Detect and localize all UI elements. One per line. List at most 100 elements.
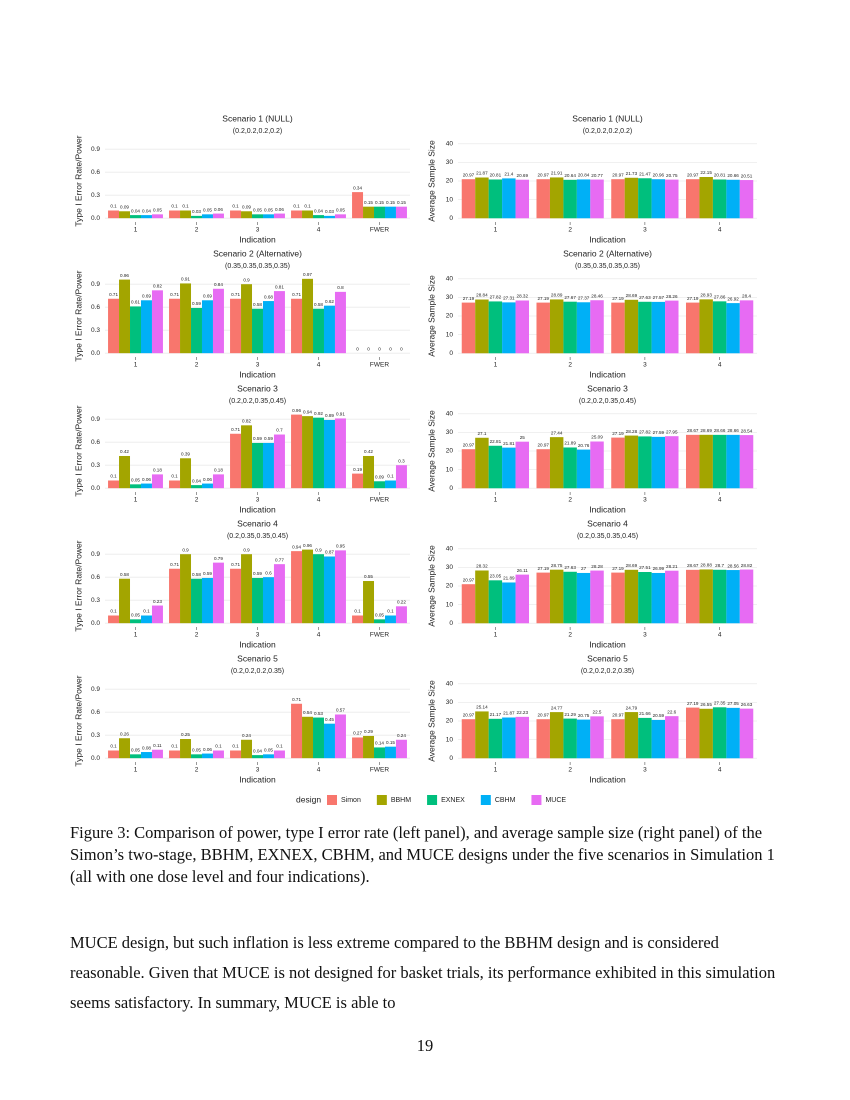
value-label: 0.92 [314,411,323,416]
value-label: 0 [378,346,381,351]
legend-key [531,795,542,805]
value-label: 0.03 [192,209,201,214]
value-label: 20.51 [741,173,753,178]
value-label: 0 [389,346,392,351]
value-label: 0.1 [232,204,239,209]
bar [180,458,192,489]
bar [502,178,516,219]
bar [241,211,253,219]
value-label: 0.18 [214,468,223,473]
chart-subtitle: (0.35,0.35,0.35,0.35) [575,263,640,270]
bar [191,485,202,489]
value-label: 26.92 [727,296,739,301]
bar [384,480,396,489]
x-tick-label: 2 [195,362,199,369]
value-label: 0.61 [131,300,140,305]
bar [685,434,700,489]
x-tick-label: 4 [718,227,722,234]
legend-key [327,795,337,805]
bar [302,210,314,219]
bar [212,474,224,489]
bar [461,179,476,219]
value-label: 21.89 [564,441,576,446]
chart-title: Scenario 3 [237,383,278,393]
value-label: 27.82 [639,430,651,435]
value-label: 0.68 [264,294,273,299]
bar [549,177,564,219]
bar [230,750,242,759]
value-label: 27.63 [564,565,576,570]
bar [374,206,385,219]
value-label: 0.94 [292,544,301,549]
bar [291,551,303,624]
bar [201,300,213,354]
value-label: 0.09 [242,204,251,209]
bar [611,437,625,489]
bar [140,615,152,624]
value-label: 0.08 [142,745,151,750]
value-label: 28.46 [591,293,603,298]
value-label: 0.05 [336,208,345,213]
x-tick-label: FWER [370,632,389,639]
bar [590,716,604,759]
bar [191,754,202,759]
value-label: 28.75 [551,563,563,568]
bar [273,750,285,759]
y-tick-label: 0.0 [91,620,100,627]
value-label: 21.29 [564,712,576,717]
bar [130,484,141,489]
value-label: 0.53 [314,711,323,716]
x-tick-label: 3 [643,767,647,774]
value-label: 0.29 [364,729,373,734]
bar [685,569,700,624]
y-tick-label: 0.3 [91,732,100,739]
value-label: 21.66 [639,711,651,716]
value-label: 21.91 [551,171,563,176]
x-tick-label: FWER [370,767,389,774]
bar [374,747,385,759]
bar [374,619,385,624]
chart-subtitle: (0.2,0.35,0.35,0.45) [227,533,288,540]
x-tick-label: 4 [718,362,722,369]
bar [726,303,740,354]
x-tick-label: 4 [317,632,321,639]
bar [169,298,181,354]
value-label: 0.6 [265,570,272,575]
value-label: 27.59 [653,430,665,435]
bar [515,716,530,759]
bar [665,179,679,219]
bar [726,434,740,489]
value-label: 22.6 [667,709,676,714]
bar [191,307,202,354]
value-label: 0.05 [375,613,384,618]
value-label: 20.75 [578,713,590,718]
x-axis-label: Indication [589,369,626,379]
bar [638,436,652,489]
bar [651,719,666,759]
bar [180,210,192,219]
value-label: 28.69 [700,428,712,433]
value-label: 0.11 [153,743,162,748]
bar [624,569,639,624]
value-label: 0.1 [110,609,117,614]
value-label: 0.19 [353,467,362,472]
legend-key [427,795,438,805]
value-label: 20.97 [612,172,624,177]
value-label: 0.71 [292,292,301,297]
bar [140,215,152,219]
value-label: 20.75 [666,173,678,178]
x-tick-label: 1 [134,767,138,774]
x-tick-label: 1 [134,632,138,639]
value-label: 0.1 [171,474,178,479]
bar [291,210,303,219]
value-label: 0.9 [182,547,189,552]
value-label: 20.84 [578,173,590,178]
value-label: 0.58 [253,302,262,307]
chart-subtitle: (0.2,0.2,0.2,0.35) [231,668,284,675]
bar [323,556,335,624]
x-tick-label: 4 [317,227,321,234]
value-label: 0.82 [242,419,251,424]
value-label: 0.96 [120,273,129,278]
bar [352,615,364,624]
value-label: 0.15 [364,200,373,205]
